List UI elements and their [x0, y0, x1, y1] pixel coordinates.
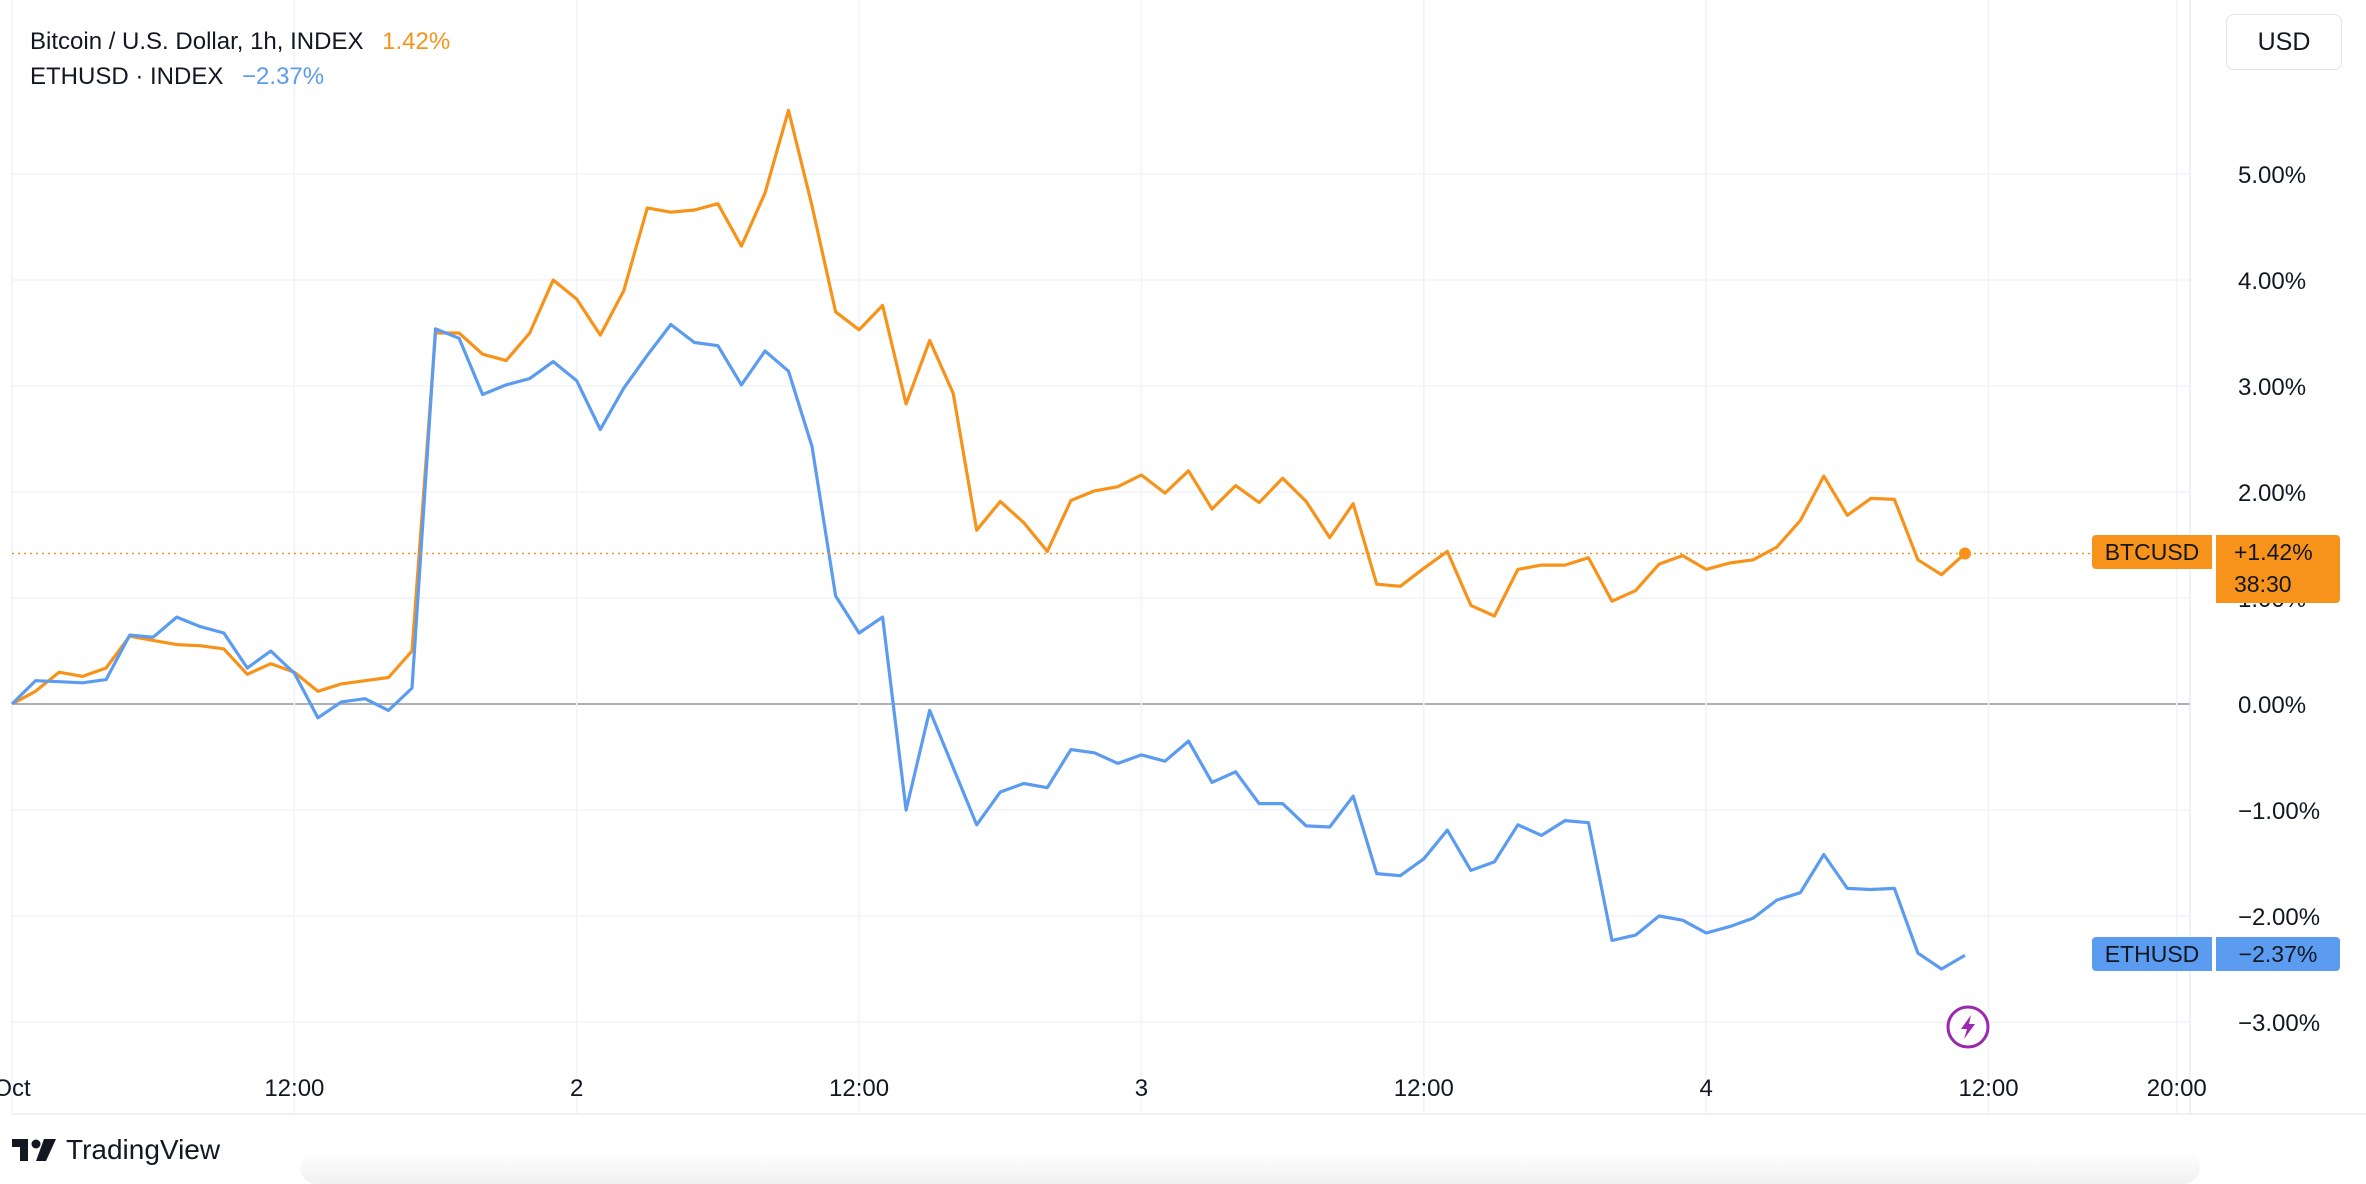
series-layer — [10, 108, 1967, 971]
y-tick-label: −3.00% — [2238, 1010, 2320, 1037]
x-tick-label: 3 — [1135, 1075, 1148, 1102]
x-tick-label: 12:00 — [829, 1075, 889, 1102]
series-line-ethusd — [10, 322, 1966, 971]
x-tick-label: 2 — [570, 1075, 583, 1102]
x-tick-label: 4 — [1699, 1075, 1712, 1102]
x-tick-label: 12:00 — [1394, 1075, 1454, 1102]
legend-btc-change: 1.42% — [382, 28, 451, 55]
legend-eth-name: ETHUSD · INDEX — [30, 63, 224, 90]
y-tick-label: 5.00% — [2238, 162, 2306, 189]
legend-eth-change: −2.37% — [242, 63, 325, 90]
y-tick-label: −1.00% — [2238, 798, 2320, 825]
current-value-markers — [12, 547, 2092, 560]
y-tick-label: 3.00% — [2238, 374, 2306, 401]
bottom-shadow — [300, 1150, 2200, 1184]
y-tick-label: 4.00% — [2238, 268, 2306, 295]
btc-value-tag: +1.42% 38:30 — [2216, 535, 2340, 603]
tradingview-logo-icon — [12, 1139, 56, 1161]
btc-countdown-text: 38:30 — [2234, 571, 2292, 597]
time-axis: Oct 12:00 2 12:00 3 12:00 4 12:00 20:00 — [0, 1075, 2207, 1102]
grid-layer — [11, 0, 2190, 1114]
eth-label-tag: ETHUSD — [2092, 937, 2212, 971]
legend-btc-name: Bitcoin / U.S. Dollar, 1h, INDEX — [30, 28, 364, 55]
btc-value-text: +1.42% — [2234, 539, 2313, 565]
y-tick-label: 2.00% — [2238, 480, 2306, 507]
last-point-btcusd — [1958, 547, 1971, 560]
brand-text: TradingView — [66, 1134, 221, 1165]
currency-button[interactable]: USD — [2226, 14, 2342, 70]
legend-btc[interactable]: Bitcoin / U.S. Dollar, 1h, INDEX 1.42% — [30, 25, 450, 59]
x-tick-label: Oct — [0, 1075, 31, 1102]
legend-eth[interactable]: ETHUSD · INDEX −2.37% — [30, 60, 324, 94]
lightning-bolt-icon[interactable] — [1946, 1005, 1990, 1049]
btc-label-tag: BTCUSD — [2092, 535, 2212, 569]
x-tick-label: 20:00 — [2147, 1075, 2207, 1102]
x-tick-label: 12:00 — [264, 1075, 324, 1102]
y-tick-label: 0.00% — [2238, 692, 2306, 719]
x-tick-label: 12:00 — [1958, 1075, 2018, 1102]
price-axis: −3.00%−2.00%−1.00%0.00%1.00%2.00%3.00%4.… — [2238, 162, 2320, 1037]
tradingview-brand[interactable]: TradingView — [12, 1134, 220, 1166]
y-tick-label: −2.00% — [2238, 904, 2320, 931]
series-line-btcusd — [11, 108, 1967, 706]
eth-value-tag: −2.37% — [2216, 937, 2340, 971]
